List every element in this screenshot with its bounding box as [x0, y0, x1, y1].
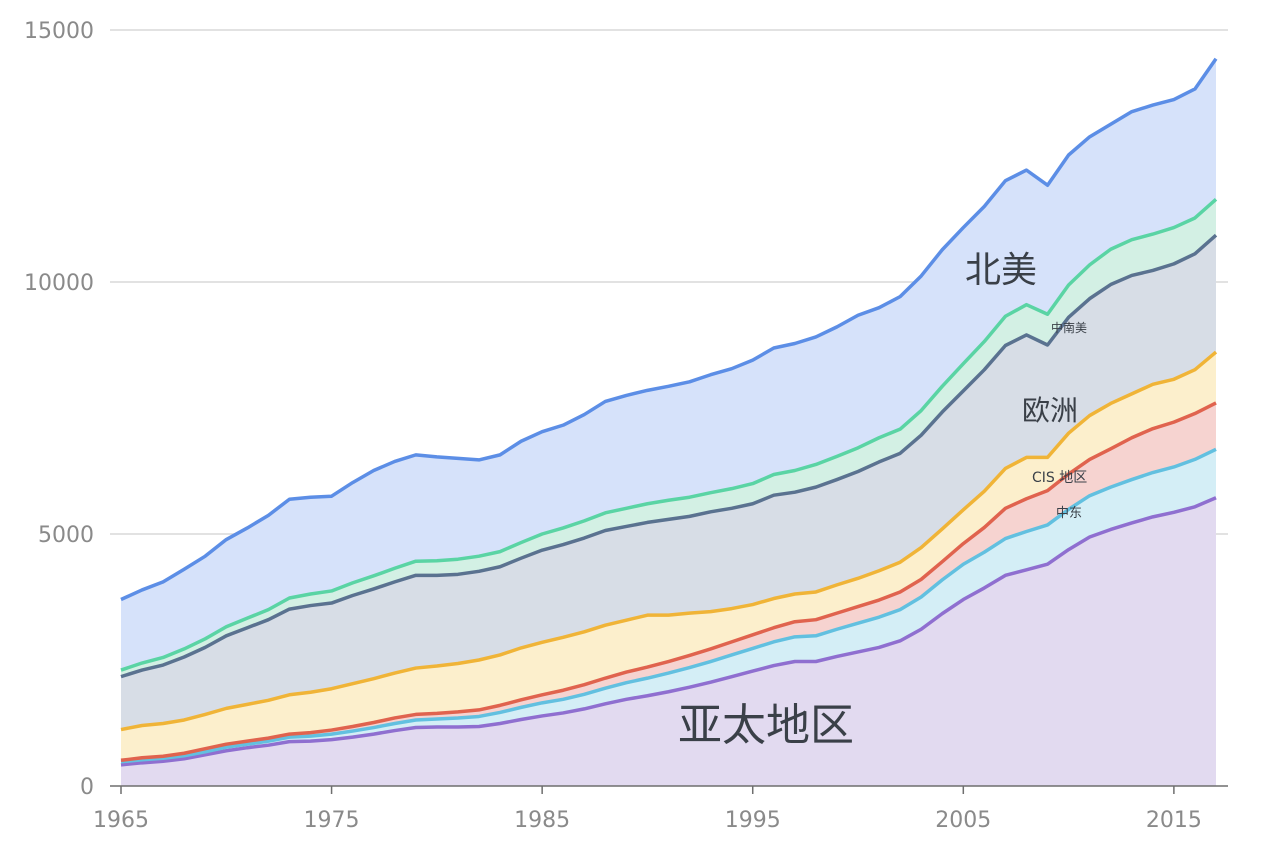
series-areas [121, 58, 1216, 786]
x-tick-label: 1975 [304, 808, 360, 833]
series-line-2 [120, 401, 1217, 763]
x-tick-label: 2015 [1146, 808, 1202, 833]
x-tick-label: 1965 [93, 808, 149, 833]
y-tick-label: 15000 [24, 19, 94, 44]
label-middle-east: 中东 [1056, 506, 1082, 521]
label-north-america: 北美 [965, 250, 1037, 291]
y-axis-ticks: 0 5000 10000 15000 [24, 19, 94, 800]
series-area-0 [121, 497, 1216, 786]
y-tick-label: 5000 [38, 523, 94, 548]
label-central-south-america: 中南美 [1051, 320, 1087, 335]
series-line-1 [120, 447, 1217, 764]
label-europe: 欧洲 [1022, 394, 1078, 427]
series-line-0 [120, 496, 1217, 767]
x-tick-label: 1985 [514, 808, 570, 833]
series-line-6 [120, 57, 1218, 602]
series-area-3 [121, 352, 1216, 761]
x-tick-label: 2005 [935, 808, 991, 833]
label-asia-pacific: 亚太地区 [678, 700, 854, 751]
series-area-5 [121, 199, 1216, 677]
series-line-5 [120, 198, 1218, 672]
x-tick-label: 1995 [725, 808, 781, 833]
y-tick-label: 0 [80, 775, 94, 800]
series-area-4 [121, 235, 1216, 730]
series-lines [120, 57, 1218, 767]
label-cis-region: CIS 地区 [1032, 470, 1087, 486]
series-line-3 [120, 350, 1218, 732]
y-tick-label: 10000 [24, 271, 94, 296]
series-line-4 [120, 233, 1218, 679]
series-area-6 [121, 58, 1216, 671]
x-axis-ticks: 1965 1975 1985 1995 2005 2015 [93, 786, 1202, 833]
